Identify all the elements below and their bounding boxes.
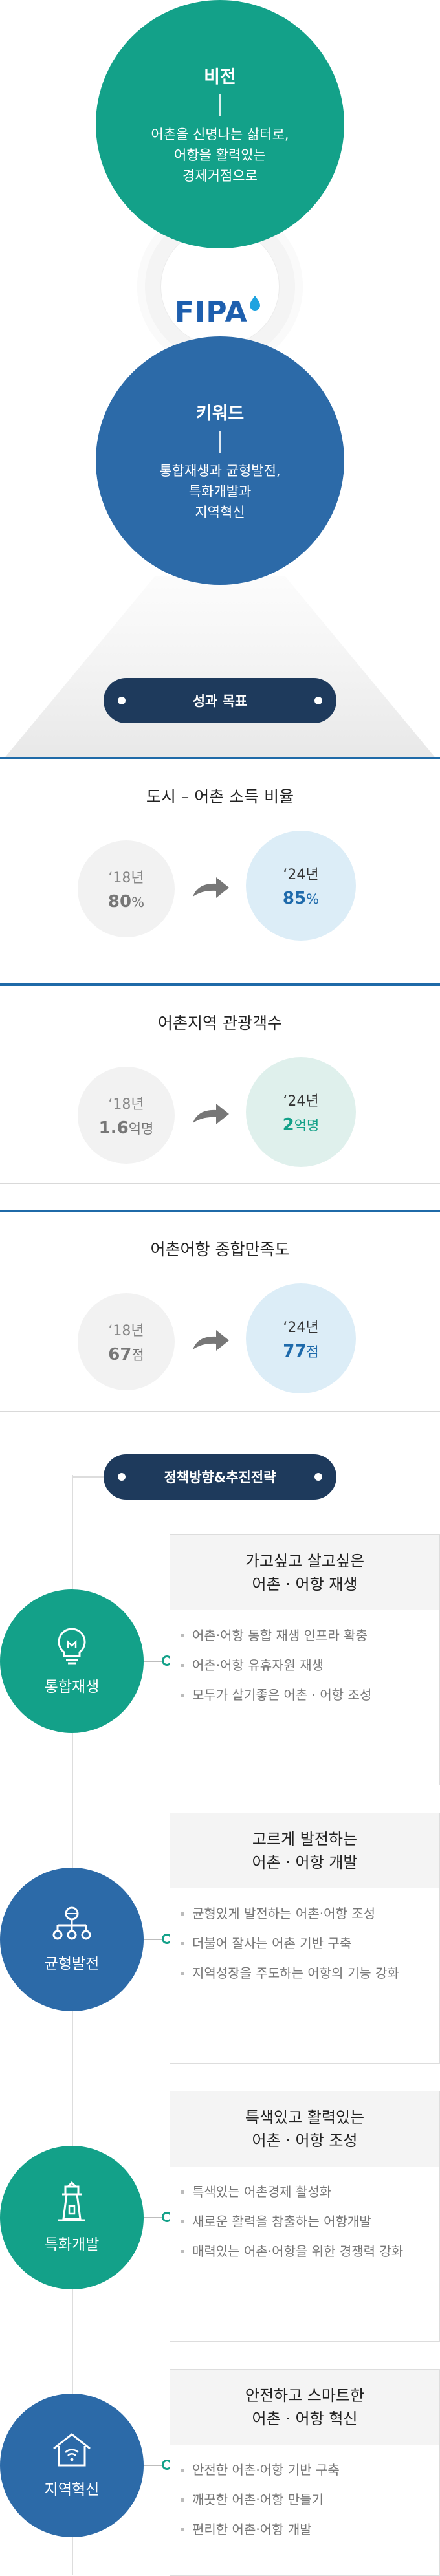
goal-before-value: 1.6	[98, 1119, 129, 1138]
connector-line	[144, 1661, 166, 1662]
vision-circle: 비전 어촌을 신명나는 삶터로, 어항을 활력있는 경제거점으로	[96, 0, 344, 248]
keyword-title: 키워드	[195, 403, 245, 424]
goal-card-title: 어촌지역 관광객수	[158, 1014, 282, 1032]
pill-dot	[118, 1473, 126, 1481]
strategy-heading: 어촌 · 어항 혁신	[252, 2410, 358, 2428]
goal-after: ‘24년 2억명	[246, 1057, 356, 1167]
connector-line	[144, 1939, 166, 1940]
fipa-logo: FIPA	[175, 296, 260, 329]
strategy-point: 새로운 활력을 창출하는 어항개발	[181, 2210, 426, 2232]
strategy-timeline	[72, 1475, 73, 2575]
strategy-label: 특화개발	[44, 2236, 100, 2253]
strategy-box: 안전하고 스마트한 어촌 · 어항 혁신 안전한 어촌·어항 기반 구축 깨끗한…	[170, 2369, 440, 2576]
pill-dot	[314, 1473, 322, 1481]
strategy-pill-label: 정책방향&추진전략	[164, 1470, 276, 1485]
goal-card: 어촌지역 관광객수 ‘18년 1.6억명 ‘24년 2억명	[0, 983, 440, 1184]
goal-after-year: ‘24년	[283, 1093, 319, 1109]
goal-before-unit: %	[131, 895, 145, 910]
strategy-point: 어촌·어항 유휴자원 재생	[181, 1654, 426, 1676]
vision-line: 경제거점으로	[182, 168, 258, 184]
lighthouse-icon	[58, 2181, 85, 2221]
strategy-point: 깨끗한 어촌·어항 만들기	[181, 2489, 426, 2511]
goal-before-value: 67	[108, 1345, 132, 1364]
vision-line: 어촌을 신명나는 삶터로,	[151, 126, 289, 142]
goal-card-title: 어촌어항 종합만족도	[150, 1240, 290, 1259]
arrow-right-icon	[193, 877, 229, 898]
goal-card-title: 도시 – 어촌 소득 비율	[146, 787, 294, 806]
strategy-heading: 어촌 · 어항 개발	[252, 1853, 358, 1872]
arrow-right-icon	[193, 1330, 229, 1351]
keyword-divider	[219, 430, 221, 453]
strategy-heading: 어촌 · 어항 조성	[252, 2132, 358, 2150]
goal-before-value: 80	[107, 892, 132, 911]
vision-divider	[219, 94, 221, 116]
goal-card: 어촌어항 종합만족도 ‘18년 67점 ‘24년 77점	[0, 1210, 440, 1412]
timeline-branch	[72, 1476, 104, 1478]
strategy-box: 고르게 발전하는 어촌 · 어항 개발 균형있게 발전하는 어촌·어항 조성 더…	[170, 1813, 440, 2064]
goal-before-year: ‘18년	[108, 1323, 144, 1339]
strategy-label: 균형발전	[44, 1956, 100, 1972]
keyword-line: 통합재생과 균형발전,	[159, 463, 281, 479]
keyword-circle: 키워드 통합재생과 균형발전, 특화개발과 지역혁신	[96, 336, 344, 585]
goal-after-unit: %	[306, 891, 320, 907]
goal-after: ‘24년 77점	[246, 1283, 356, 1393]
pill-dot	[314, 697, 322, 704]
strategy-point: 안전한 어촌·어항 기반 구축	[181, 2459, 426, 2481]
connector-line	[144, 2465, 166, 2466]
goals-pill-label: 성과 목표	[192, 693, 248, 709]
vision-line: 어항을 활력있는	[174, 147, 266, 163]
strategy-heading: 어촌 · 어항 재생	[252, 1575, 358, 1593]
goals-pill: 성과 목표	[104, 678, 336, 723]
keyword-spotlight	[0, 576, 440, 763]
goal-after-value: 2	[282, 1115, 294, 1135]
goal-after-unit: 억명	[294, 1118, 320, 1133]
strategy-label: 지역혁신	[44, 2482, 100, 2498]
goal-after-year: ‘24년	[283, 1320, 319, 1336]
lightbulb-icon	[58, 1628, 86, 1665]
strategy-heading: 안전하고 스마트한	[245, 2386, 365, 2405]
goal-before: ‘18년 1.6억명	[78, 1067, 175, 1164]
strategy-item: 지역혁신	[0, 2394, 144, 2537]
strategy-point: 어촌·어항 통합 재생 인프라 확충	[181, 1624, 426, 1646]
vision-title: 비전	[204, 67, 236, 87]
goal-before-year: ‘18년	[108, 1097, 144, 1113]
goal-before-year: ‘18년	[108, 870, 144, 886]
keyword-line: 특화개발과	[188, 483, 252, 499]
goal-after-value: 77	[283, 1342, 307, 1361]
goal-after: ‘24년 85%	[246, 831, 356, 941]
arrow-right-icon	[193, 1104, 229, 1124]
goal-after-year: ‘24년	[283, 867, 319, 883]
strategy-item: 균형발전	[0, 1868, 144, 2011]
goal-before-unit: 억명	[128, 1121, 154, 1137]
strategy-heading: 가고싶고 살고싶은	[245, 1552, 365, 1570]
strategy-point: 균형있게 발전하는 어촌·어항 조성	[181, 1903, 426, 1925]
goal-before: ‘18년 80%	[78, 840, 175, 937]
droplet-icon	[250, 296, 260, 311]
strategy-heading: 특색있고 활력있는	[245, 2108, 365, 2126]
strategy-point: 더불어 잘사는 어촌 기반 구축	[181, 1932, 426, 1954]
goal-before-unit: 점	[131, 1348, 144, 1363]
fipa-logo-text: FIPA	[175, 296, 248, 329]
strategy-box: 특색있고 활력있는 어촌 · 어항 조성 특색있는 어촌경제 활성화 새로운 활…	[170, 2091, 440, 2342]
goal-card: 도시 – 어촌 소득 비율 ‘18년 80% ‘24년 85%	[0, 757, 440, 954]
strategy-item: 통합재생	[0, 1589, 144, 1733]
goal-after-unit: 점	[306, 1344, 319, 1360]
keyword-line: 지역혁신	[195, 504, 245, 520]
strategy-point: 지역성장을 주도하는 어항의 기능 강화	[181, 1962, 426, 1984]
strategy-point: 편리한 어촌·어항 개발	[181, 2518, 426, 2540]
strategy-item: 특화개발	[0, 2146, 144, 2289]
strategy-point: 매력있는 어촌·어항을 위한 경쟁력 강화	[181, 2240, 426, 2262]
strategy-box: 가고싶고 살고싶은 어촌 · 어항 재생 어촌·어항 통합 재생 인프라 확충 …	[170, 1534, 440, 1785]
network-icon	[52, 1906, 91, 1940]
strategy-point: 특색있는 어촌경제 활성화	[181, 2181, 426, 2203]
strategy-point: 모두가 살기좋은 어촌 · 어항 조성	[181, 1684, 426, 1706]
smart-home-icon	[53, 2433, 91, 2467]
strategy-pill: 정책방향&추진전략	[104, 1454, 336, 1500]
goal-after-value: 85	[282, 889, 307, 908]
pill-dot	[118, 697, 126, 704]
strategy-heading: 고르게 발전하는	[252, 1830, 358, 1848]
connector-line	[144, 2217, 166, 2218]
strategy-label: 통합재생	[44, 1679, 100, 1696]
goal-before: ‘18년 67점	[78, 1293, 175, 1390]
